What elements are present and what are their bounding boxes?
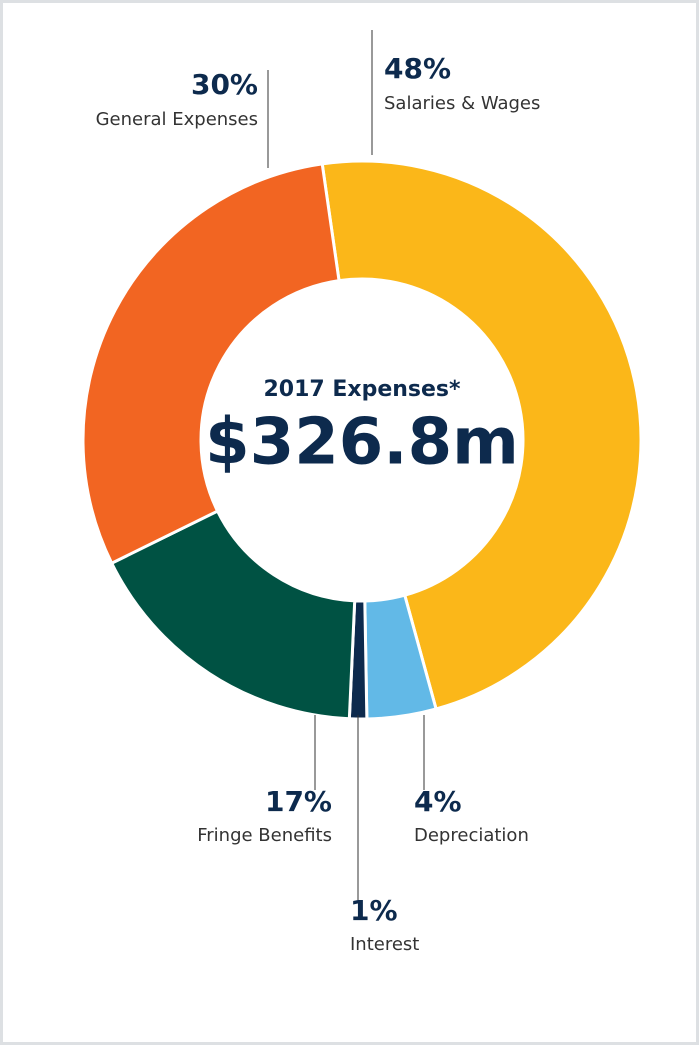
category-label: General Expenses	[96, 109, 258, 130]
category-label: Depreciation	[414, 825, 529, 846]
center-total: $326.8m	[205, 406, 519, 480]
chart-title: 2017 Expenses*	[263, 377, 461, 402]
value-label: 17%	[265, 785, 332, 818]
donut-slice	[320, 159, 643, 711]
value-label: 48%	[384, 52, 451, 85]
value-label: 1%	[350, 894, 398, 927]
donut-slice	[109, 509, 357, 721]
category-label: Fringe Benefits	[197, 825, 332, 846]
donut-slice	[81, 162, 341, 566]
category-label: Interest	[350, 934, 419, 955]
category-label: Salaries & Wages	[384, 93, 540, 114]
value-label: 4%	[414, 785, 462, 818]
value-label: 30%	[191, 68, 258, 101]
